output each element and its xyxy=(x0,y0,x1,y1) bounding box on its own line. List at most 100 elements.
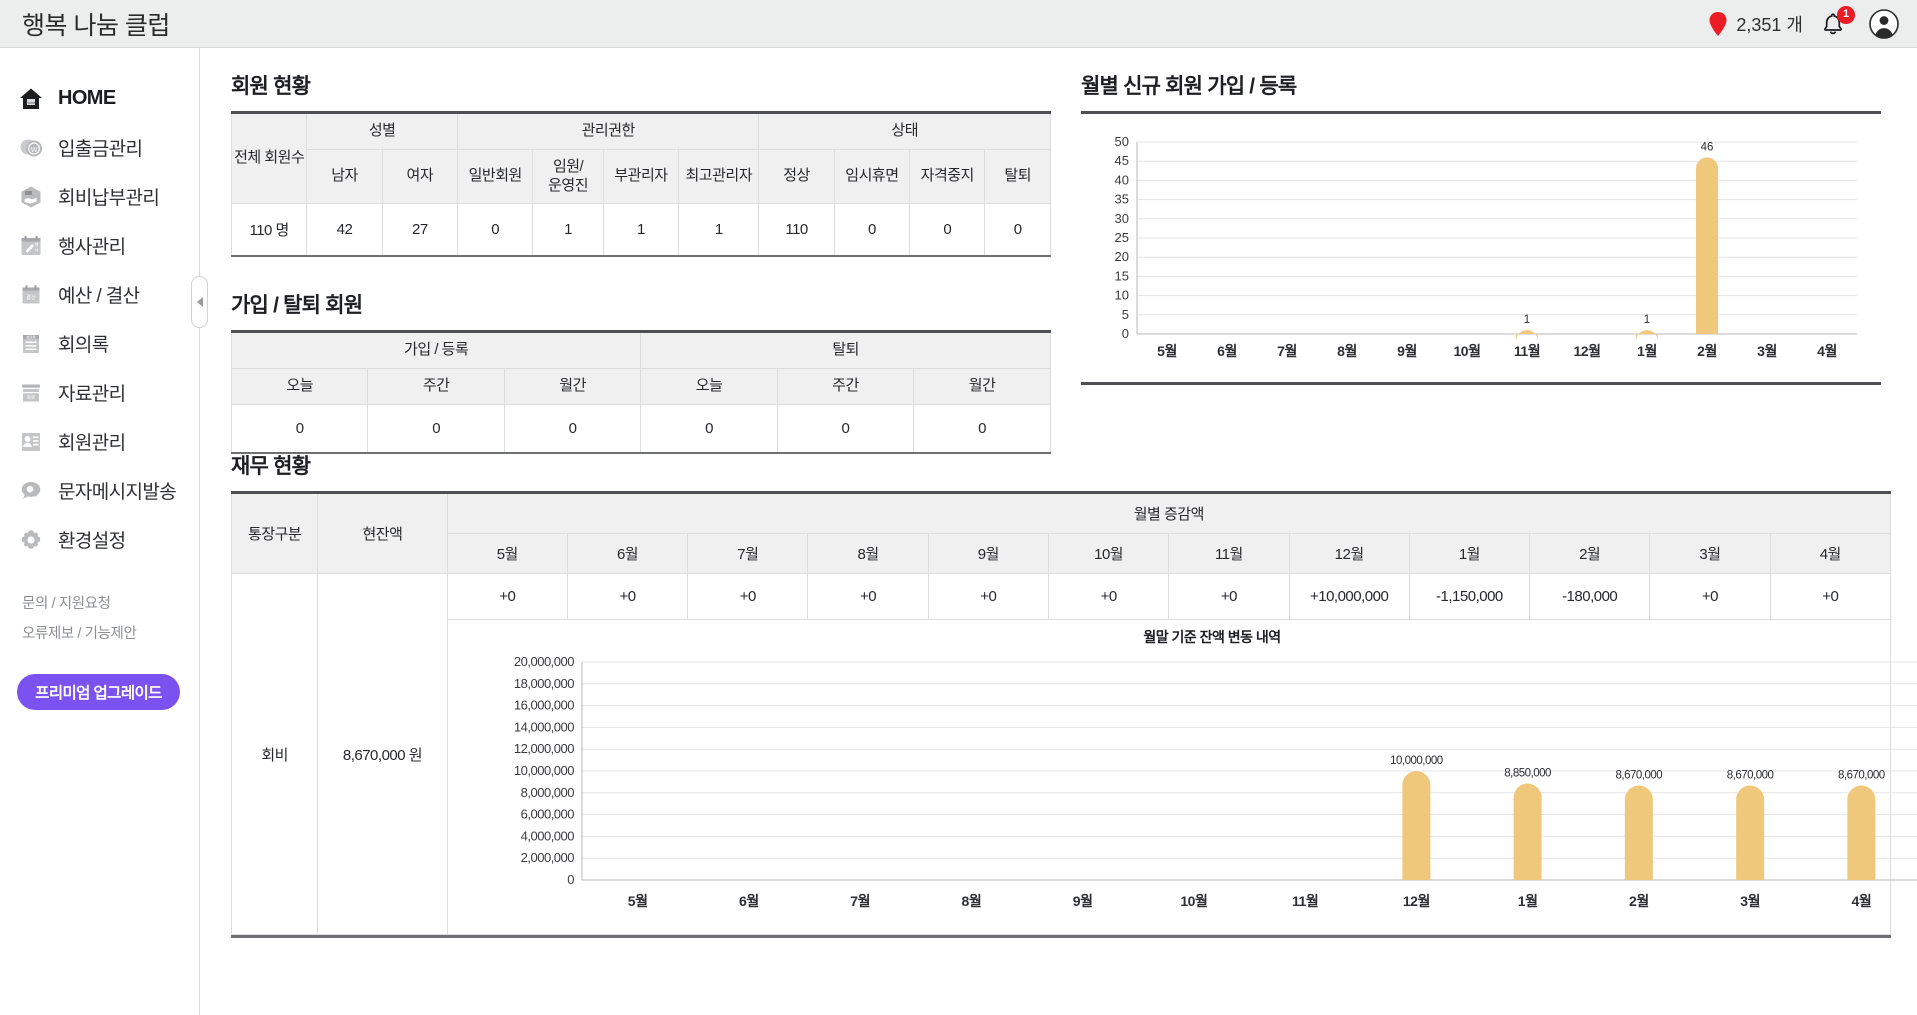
header-withdrawn: 탈퇴 xyxy=(984,148,1051,205)
sidebar-support-links: 문의 / 지원요청 오류제보 / 기능제안 xyxy=(0,589,199,649)
sidebar-item-label: 회의록 xyxy=(58,335,109,356)
svg-text:8,670,000: 8,670,000 xyxy=(1838,769,1885,781)
support-link-inquiry[interactable]: 문의 / 지원요청 xyxy=(22,596,111,612)
svg-text:12,000,000: 12,000,000 xyxy=(514,741,574,756)
svg-text:10월: 10월 xyxy=(1454,343,1481,359)
header-normal: 정상 xyxy=(758,148,835,205)
sidebar-item-home[interactable]: Home HOME xyxy=(0,74,199,123)
header-gender-group: 성별 xyxy=(306,112,459,150)
svg-text:11월: 11월 xyxy=(1292,893,1318,909)
sidebar-item-label: 예산 / 결산 xyxy=(58,286,140,307)
svg-text:3월: 3월 xyxy=(1740,893,1760,909)
header-executive: 임원/운영진 xyxy=(532,148,604,205)
header-total-members: 전체 회원수 xyxy=(230,111,308,205)
sidebar-item-label: 행사관리 xyxy=(58,237,126,258)
brand-title: 행복 나눔 클럽 xyxy=(22,11,170,40)
svg-text:4,000,000: 4,000,000 xyxy=(520,828,574,843)
header-suspended: 자격중지 xyxy=(909,148,986,205)
member-panels: 회원 현황 전체 회원수 성별 관리권한 상태 남자 여 xyxy=(230,70,1051,454)
svg-text:16,000,000: 16,000,000 xyxy=(514,698,574,713)
sidebar-item-members[interactable]: 회원관리 xyxy=(0,417,199,466)
svg-text:2월: 2월 xyxy=(1629,893,1649,909)
svg-text:8,850,000: 8,850,000 xyxy=(1504,768,1551,780)
sidebar-item-label: 회원관리 xyxy=(58,433,126,454)
svg-text:1월: 1월 xyxy=(1517,893,1537,909)
cell-current-balance: 8,670,000 원 xyxy=(317,573,448,935)
svg-text:25: 25 xyxy=(1115,230,1129,245)
cell-dormant: 0 xyxy=(833,203,911,258)
svg-text:30: 30 xyxy=(1115,211,1129,226)
user-avatar-icon[interactable] xyxy=(1869,8,1899,39)
bell-icon xyxy=(1824,12,1842,34)
svg-text:18,000,000: 18,000,000 xyxy=(514,676,574,691)
svg-text:W: W xyxy=(31,147,38,154)
cell-executive: 1 xyxy=(532,203,604,258)
cell-monthly-change: +0 xyxy=(1769,573,1892,620)
main-content: 회원 현황 전체 회원수 성별 관리권한 상태 남자 여 xyxy=(201,48,1917,1015)
header-join-group: 가입 / 등록 xyxy=(230,331,642,369)
support-link-bug-report[interactable]: 오류제보 / 기능제안 xyxy=(22,626,137,642)
premium-upgrade-button[interactable]: 프리미엄 업그레이드 xyxy=(17,674,180,710)
cell-monthly-change: +0 xyxy=(446,573,568,620)
svg-text:9월: 9월 xyxy=(1072,893,1092,909)
cell-monthly-change: +0 xyxy=(1047,573,1170,620)
table-header-sub-row: 오늘 주간 월간 오늘 주간 월간 xyxy=(230,368,1051,405)
sidebar-item-event[interactable]: 행 사 행사관리 xyxy=(0,221,199,270)
svg-text:6,000,000: 6,000,000 xyxy=(520,807,574,822)
svg-text:1: 1 xyxy=(1644,314,1650,326)
cell-monthly-change: +0 xyxy=(566,573,689,620)
sidebar-item-label: 환경설정 xyxy=(58,531,126,552)
notifications-button[interactable]: 1 xyxy=(1821,5,1855,39)
points-value: 2,351 개 xyxy=(1736,14,1803,35)
sidebar-item-minutes[interactable]: 회의록 회의록 xyxy=(0,319,199,368)
header-state-group: 상태 xyxy=(758,112,1051,150)
balance-chart-cell: 월말 기준 잔액 변동 내역 0 2,000,000 4,000,000 6,000,0… xyxy=(446,619,1917,935)
cell-join-today: 0 xyxy=(230,403,369,454)
svg-text:사: 사 xyxy=(35,246,39,253)
sidebar-item-budget[interactable]: 결산 예산 / 결산 xyxy=(0,270,199,319)
new-members-chart-card: 0 5 10 15 20 25 30 35 40 45 50 5월 6월 7월 8월 9월 10월 1 11월 12월… xyxy=(1081,111,1881,385)
svg-text:2월: 2월 xyxy=(1697,343,1717,359)
sidebar-collapse-toggle[interactable] xyxy=(191,276,208,328)
finance-panel: 재무 현황 통장구분 현잔액 월별 증감액 5월 6월 xyxy=(230,450,1917,938)
finance-table: 통장구분 현잔액 월별 증감액 5월 6월 7월 8월 9월 10월 11월 1… xyxy=(230,491,1917,935)
cell-join-monthly: 0 xyxy=(503,403,642,454)
member-status-title: 회원 현황 xyxy=(231,75,311,98)
header-sub-admin: 부관리자 xyxy=(602,148,680,205)
header-leave-group: 탈퇴 xyxy=(640,331,1051,369)
svg-text:5: 5 xyxy=(1122,307,1129,322)
svg-text:4월: 4월 xyxy=(1851,893,1871,909)
deposit-withdrawal-icon: W xyxy=(20,139,42,156)
header-month: 4월 xyxy=(1769,533,1892,574)
svg-text:15: 15 xyxy=(1115,268,1129,283)
header-month: 1월 xyxy=(1408,533,1531,574)
header-male: 남자 xyxy=(306,148,383,205)
svg-text:8,670,000: 8,670,000 xyxy=(1615,769,1662,781)
header-join-monthly: 월간 xyxy=(503,368,642,405)
cell-monthly-change: +0 xyxy=(927,573,1049,620)
cell-monthly-change: +0 xyxy=(1168,573,1290,620)
header-join-today: 오늘 xyxy=(230,368,369,405)
svg-text:월말 기준 잔액 변동 내역: 월말 기준 잔액 변동 내역 xyxy=(1143,629,1280,645)
sidebar-item-sms[interactable]: 문자메시지발송 xyxy=(0,466,199,515)
header-leave-weekly: 주간 xyxy=(776,368,915,405)
table-header-sub-row: 남자 여자 일반회원 임원/운영진 부관리자 최고관리자 정상 임시휴면 자격중… xyxy=(232,148,1051,205)
sidebar-item-label: 문자메시지발송 xyxy=(58,482,177,503)
header-month: 9월 xyxy=(927,533,1049,574)
header-month: 3월 xyxy=(1649,533,1771,574)
svg-text:1월: 1월 xyxy=(1637,343,1657,359)
sidebar-item-membership-fee[interactable]: 회비납부관리 xyxy=(0,172,199,221)
map-pin-icon xyxy=(1709,11,1727,36)
gear-icon xyxy=(21,529,41,549)
svg-text:Home: Home xyxy=(26,101,36,105)
header-general-member: 일반회원 xyxy=(457,148,534,205)
header-leave-today: 오늘 xyxy=(640,368,778,405)
sidebar-item-settings[interactable]: 환경설정 xyxy=(0,515,199,564)
membership-fee-icon xyxy=(21,186,41,207)
sidebar-item-documents[interactable]: 자료 자료관리 xyxy=(0,368,199,417)
header-join-weekly: 주간 xyxy=(367,368,505,405)
sidebar-item-deposit-withdrawal[interactable]: W 입출금관리 xyxy=(0,123,199,172)
points-indicator[interactable]: 2,351 개 xyxy=(1709,11,1803,37)
header-super-admin: 최고관리자 xyxy=(678,148,760,205)
svg-text:8,000,000: 8,000,000 xyxy=(520,785,574,800)
